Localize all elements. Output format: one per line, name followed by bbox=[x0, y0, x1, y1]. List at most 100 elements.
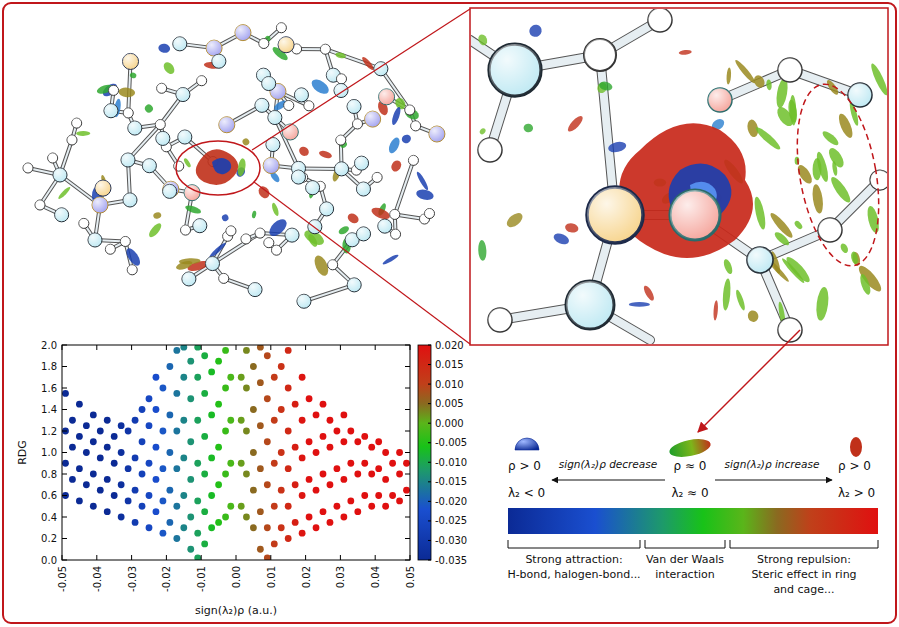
point bbox=[250, 524, 257, 531]
x-tick-label: 0.00 bbox=[231, 566, 242, 588]
point bbox=[104, 508, 111, 515]
molecule-overview bbox=[23, 9, 470, 344]
point bbox=[90, 471, 97, 478]
point bbox=[238, 503, 245, 510]
x-tick bbox=[270, 345, 271, 350]
atom bbox=[272, 245, 282, 255]
nci-blob bbox=[752, 196, 767, 231]
point bbox=[292, 401, 299, 408]
point bbox=[347, 428, 354, 435]
point bbox=[187, 395, 194, 402]
point bbox=[69, 444, 76, 451]
zoom-background bbox=[471, 9, 887, 344]
y-tick-label: 1.2 bbox=[41, 426, 57, 437]
atom-highlight bbox=[67, 135, 77, 145]
atom-highlight bbox=[173, 37, 187, 51]
atom bbox=[429, 126, 445, 142]
nci-blob bbox=[271, 202, 280, 217]
y-tick bbox=[62, 409, 67, 410]
atom bbox=[778, 58, 802, 82]
atom bbox=[123, 193, 137, 207]
nci-blob bbox=[387, 136, 402, 155]
atom bbox=[105, 244, 115, 254]
nci-blob bbox=[629, 302, 650, 307]
point bbox=[292, 444, 299, 451]
point bbox=[340, 438, 347, 445]
colorbar-tick-label: -0.020 bbox=[435, 496, 467, 507]
nci-blob bbox=[825, 78, 840, 96]
point bbox=[83, 481, 90, 488]
point bbox=[104, 476, 111, 483]
bond bbox=[304, 285, 354, 301]
point bbox=[83, 422, 90, 429]
blob-vdw bbox=[668, 436, 712, 460]
nci-blob bbox=[118, 87, 135, 98]
point bbox=[313, 449, 320, 456]
nci-core bbox=[196, 149, 238, 185]
point bbox=[278, 363, 285, 370]
y-tick-label: 2.0 bbox=[41, 340, 57, 351]
dashed-ellipse bbox=[785, 78, 887, 272]
atom-highlight bbox=[174, 161, 184, 171]
y-tick bbox=[405, 495, 410, 496]
nci-blob bbox=[831, 161, 838, 177]
atom bbox=[357, 227, 371, 241]
point bbox=[187, 476, 194, 483]
nci-blob bbox=[251, 210, 257, 218]
colorbar-tick bbox=[428, 501, 431, 502]
x-tick bbox=[236, 555, 237, 560]
nci-blob bbox=[76, 131, 90, 136]
atom-highlight bbox=[365, 111, 381, 127]
atom-highlight bbox=[241, 234, 251, 244]
point bbox=[299, 492, 306, 499]
point bbox=[173, 428, 180, 435]
blob-attraction bbox=[515, 438, 539, 450]
point bbox=[90, 411, 97, 418]
nci-blob bbox=[768, 211, 795, 240]
atom bbox=[276, 23, 286, 33]
point bbox=[187, 514, 194, 521]
point bbox=[250, 406, 257, 413]
atom-highlight bbox=[123, 53, 139, 69]
atom-highlight bbox=[355, 156, 369, 170]
point bbox=[201, 508, 208, 515]
figure: -0.05-0.04-0.03-0.02-0.010.000.010.020.0… bbox=[0, 0, 899, 627]
point bbox=[166, 487, 173, 494]
point bbox=[257, 546, 264, 553]
point bbox=[368, 444, 375, 451]
atom-highlight bbox=[182, 272, 196, 286]
colorbar-tick-label: 0.000 bbox=[435, 418, 464, 429]
atom bbox=[747, 247, 773, 273]
atom bbox=[259, 38, 269, 48]
y-tick bbox=[62, 431, 67, 432]
atom bbox=[411, 121, 421, 131]
nci-blob bbox=[811, 184, 825, 214]
y-tick bbox=[62, 474, 67, 475]
atom bbox=[193, 219, 207, 233]
atom bbox=[670, 190, 720, 240]
x-tick bbox=[305, 345, 306, 350]
atom bbox=[72, 118, 82, 128]
point bbox=[90, 438, 97, 445]
zoom-frame bbox=[470, 8, 888, 345]
atom bbox=[241, 234, 251, 244]
point bbox=[118, 481, 125, 488]
atom-highlight bbox=[870, 170, 887, 190]
x-tick-label: 0.01 bbox=[266, 566, 277, 588]
point bbox=[396, 471, 403, 478]
nci-blob bbox=[297, 145, 310, 158]
x-tick-label: 0.03 bbox=[335, 566, 346, 588]
point bbox=[215, 401, 222, 408]
atom-highlight bbox=[648, 9, 672, 32]
atom bbox=[278, 37, 294, 53]
atom bbox=[173, 37, 187, 51]
point bbox=[125, 465, 132, 472]
point bbox=[306, 476, 313, 483]
point bbox=[146, 460, 153, 467]
lambda-right: λ₂ > 0 bbox=[838, 486, 875, 500]
nci-blob bbox=[836, 112, 855, 140]
nci-blob bbox=[143, 103, 154, 114]
point bbox=[361, 433, 368, 440]
point bbox=[194, 554, 201, 560]
zoom-line bbox=[254, 182, 470, 344]
